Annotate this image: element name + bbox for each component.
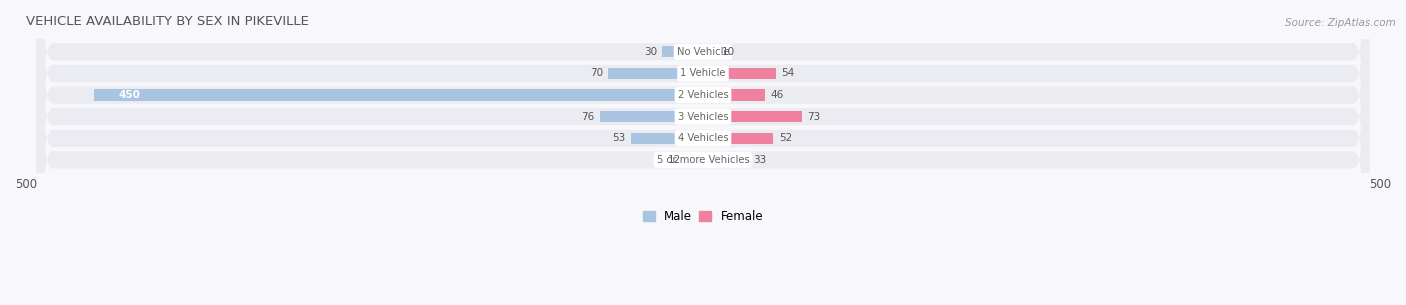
Bar (703, 133, 773, 144)
Legend: Male, Female: Male, Female (643, 210, 763, 223)
Text: 73: 73 (807, 112, 821, 122)
Text: 12: 12 (668, 155, 682, 165)
Text: 1 Vehicle: 1 Vehicle (681, 68, 725, 78)
Text: Source: ZipAtlas.com: Source: ZipAtlas.com (1285, 18, 1396, 28)
Text: 4 Vehicles: 4 Vehicles (678, 133, 728, 143)
FancyBboxPatch shape (37, 0, 1369, 305)
Text: 54: 54 (782, 68, 794, 78)
Bar (703, 111, 801, 122)
FancyBboxPatch shape (37, 0, 1369, 305)
Bar (94, 89, 703, 101)
Text: No Vehicle: No Vehicle (676, 47, 730, 57)
Bar (703, 89, 765, 101)
Bar (686, 154, 703, 166)
Text: 30: 30 (644, 47, 657, 57)
FancyBboxPatch shape (37, 0, 1369, 305)
FancyBboxPatch shape (37, 0, 1369, 305)
Text: 2 Vehicles: 2 Vehicles (678, 90, 728, 100)
Text: 53: 53 (613, 133, 626, 143)
Bar (600, 111, 703, 122)
Text: 70: 70 (589, 68, 603, 78)
Bar (662, 46, 703, 57)
Text: 3 Vehicles: 3 Vehicles (678, 112, 728, 122)
Text: 5 or more Vehicles: 5 or more Vehicles (657, 155, 749, 165)
Bar (631, 133, 703, 144)
Bar (703, 154, 748, 166)
Text: VEHICLE AVAILABILITY BY SEX IN PIKEVILLE: VEHICLE AVAILABILITY BY SEX IN PIKEVILLE (27, 15, 309, 28)
FancyBboxPatch shape (37, 0, 1369, 305)
Text: 450: 450 (118, 90, 141, 100)
Text: 46: 46 (770, 90, 785, 100)
Text: 10: 10 (721, 47, 735, 57)
Bar (703, 68, 776, 79)
Text: 76: 76 (582, 112, 595, 122)
FancyBboxPatch shape (37, 0, 1369, 303)
Bar (609, 68, 703, 79)
Text: 52: 52 (779, 133, 792, 143)
Text: 33: 33 (754, 155, 766, 165)
Bar (703, 46, 717, 57)
